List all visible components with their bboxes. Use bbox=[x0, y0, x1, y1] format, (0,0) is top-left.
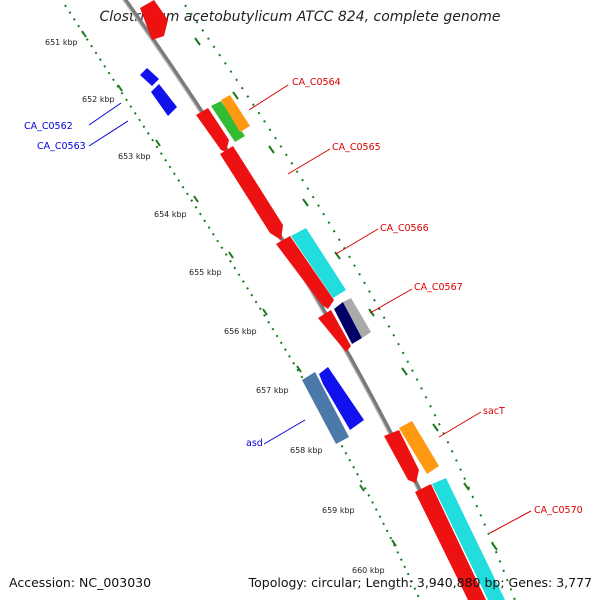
scale-label: 658 kbp bbox=[290, 446, 323, 455]
gene-feature-orange-1 bbox=[221, 95, 250, 132]
gene-feature-ca-c0566-red bbox=[276, 236, 334, 309]
scale-label: 653 kbp bbox=[118, 152, 151, 161]
right-track bbox=[184, 4, 516, 600]
scale-label: 656 kbp bbox=[224, 327, 257, 336]
scale-tick-marks bbox=[81, 30, 397, 547]
gene-feature-cyan-2 bbox=[432, 478, 505, 600]
accession-label: Accession: NC_003030 bbox=[9, 575, 152, 590]
map-title: Clostridium acetobutylicum ATCC 824, com… bbox=[99, 9, 501, 25]
scale-label: 651 kbp bbox=[45, 38, 78, 47]
gene-label-ca-c0567: CA_C0567 bbox=[414, 282, 463, 293]
right-dotted-arc bbox=[184, 4, 516, 600]
gene-feature-gray bbox=[343, 298, 371, 338]
scale-label: 654 kbp bbox=[154, 210, 187, 219]
scale-track bbox=[64, 4, 421, 600]
gene-feature-green bbox=[211, 101, 245, 142]
gene-feature-navy bbox=[334, 302, 362, 344]
genome-backbone bbox=[122, 0, 474, 600]
gene-feature-ca-c0565 bbox=[220, 146, 283, 240]
gene-feature-ca-c0567-red bbox=[318, 310, 351, 352]
label-connectors bbox=[88, 84, 532, 534]
gene-label-asd: asd bbox=[246, 438, 263, 449]
gene-feature-ca-c0562 bbox=[140, 68, 159, 86]
gene-label-ca-c0566: CA_C0566 bbox=[380, 223, 429, 234]
scale-label: 652 kbp bbox=[82, 95, 115, 104]
scale-dotted-arc bbox=[64, 4, 421, 600]
scale-label: 659 kbp bbox=[322, 506, 355, 515]
scale-label: 657 kbp bbox=[256, 386, 289, 395]
scale-labels: 651 kbp 652 kbp 653 kbp 654 kbp 655 kbp … bbox=[45, 38, 385, 575]
red-gene-features bbox=[140, 0, 486, 600]
blue-gene-features bbox=[140, 68, 364, 444]
gene-feature-top bbox=[140, 0, 168, 40]
gene-label-ca-c0570: CA_C0570 bbox=[534, 505, 583, 516]
gene-label-ca-c0563: CA_C0563 bbox=[37, 141, 86, 152]
gene-label-ca-c0564: CA_C0564 bbox=[292, 77, 341, 88]
gene-feature-ca-c0564-red bbox=[196, 108, 229, 152]
gene-label-sact: sacT bbox=[483, 406, 505, 417]
gene-feature-ca-c0570-red bbox=[415, 484, 486, 600]
gene-feature-asd bbox=[319, 367, 364, 430]
gene-feature-cyan-1 bbox=[291, 228, 346, 298]
gene-labels: CA_C0562 CA_C0563 CA_C0564 CA_C0565 CA_C… bbox=[24, 77, 583, 516]
gene-label-ca-c0562: CA_C0562 bbox=[24, 121, 73, 132]
gene-label-ca-c0565: CA_C0565 bbox=[332, 142, 381, 153]
scale-label: 655 kbp bbox=[189, 268, 222, 277]
gene-feature-orange-2 bbox=[399, 421, 439, 474]
genome-summary: Topology: circular; Length: 3,940,880 bp… bbox=[248, 575, 592, 590]
gene-feature-ca-c0563 bbox=[151, 84, 177, 116]
gene-feature-sact-red bbox=[384, 430, 419, 483]
scale-label: 660 kbp bbox=[352, 566, 385, 575]
colored-gene-features bbox=[211, 95, 505, 600]
gene-feature-asd-light bbox=[302, 372, 349, 444]
